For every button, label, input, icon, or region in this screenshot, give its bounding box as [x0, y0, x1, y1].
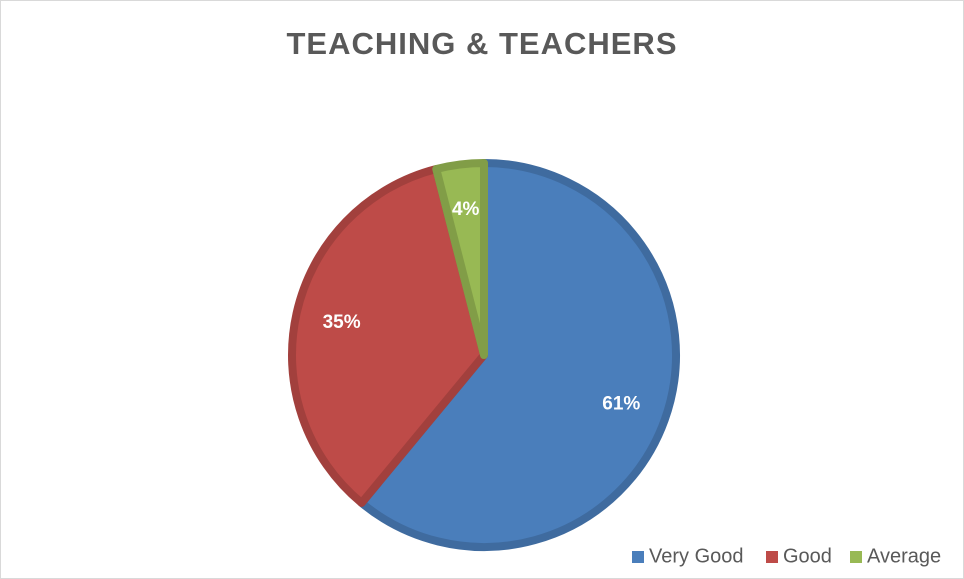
- legend-label: Good: [783, 545, 832, 567]
- legend-label: Average: [867, 545, 941, 567]
- legend-swatch: [632, 551, 644, 563]
- pie-slice: [432, 159, 488, 359]
- pie-slice: [357, 159, 680, 551]
- data-label: 61%: [602, 393, 640, 414]
- legend-swatch: [766, 551, 778, 563]
- legend-label: Very Good: [649, 545, 744, 567]
- pie-slice: [288, 165, 488, 507]
- data-label: 35%: [323, 312, 361, 333]
- chart-title: TEACHING & TEACHERS: [286, 26, 677, 61]
- legend-swatch: [850, 551, 862, 563]
- data-label: 4%: [452, 199, 480, 220]
